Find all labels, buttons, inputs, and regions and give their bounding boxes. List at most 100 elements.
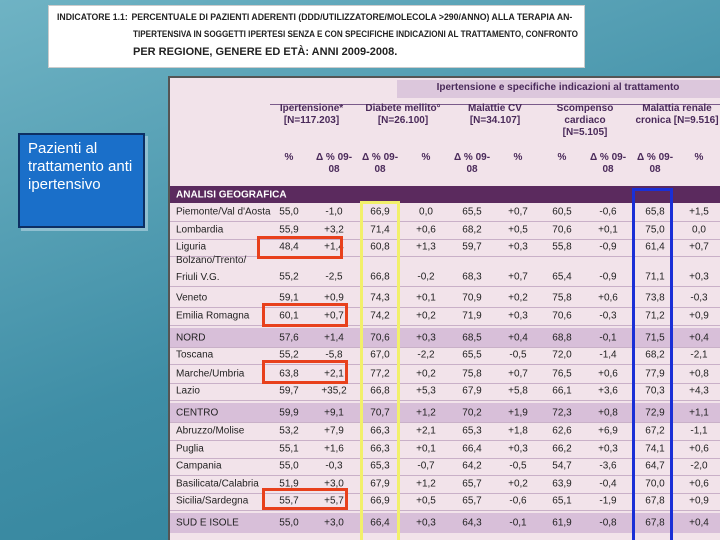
title-text: PERCENTUALE DI PAZIENTI ADERENTI (DDD/UT…: [131, 12, 573, 23]
highlight-yellow: [360, 201, 400, 540]
table-cell: 65,7: [462, 495, 482, 507]
table-cell: -2,1: [690, 349, 708, 361]
row-rule: [170, 307, 720, 308]
table-cell: 55,0: [279, 517, 299, 529]
table-cell: 55,2: [279, 271, 299, 283]
table-cell: +0,4: [689, 332, 709, 344]
table-cell: 77,2: [370, 368, 390, 380]
table-cell: +0,3: [416, 517, 436, 529]
table-cell: +0,6: [689, 478, 709, 490]
table-cell: +1,5: [689, 206, 709, 218]
table-cell: -1,1: [690, 425, 708, 437]
table-cell: +0,9: [324, 292, 344, 304]
row-label: Bolzano/Trento/ Friuli V.G.: [176, 255, 247, 283]
row-label: Toscana: [176, 349, 214, 361]
table-cell: 74,2: [370, 310, 390, 322]
column-header: Ipertensione* [N=117.203]: [279, 103, 344, 126]
table-cell: 68,2: [462, 224, 482, 236]
table-cell: -0,5: [509, 349, 527, 361]
table-cell: 61,9: [552, 517, 572, 529]
table-cell: 59,1: [279, 292, 299, 304]
table-cell: +3,0: [324, 478, 344, 490]
row-rule: [170, 493, 720, 494]
title-line: INDICATORE 1.1: PERCENTUALE DI PAZIENTI A…: [57, 12, 572, 23]
table-cell: +7,9: [324, 425, 344, 437]
table-cell: 70,7: [370, 407, 390, 419]
table-cell: 60,1: [279, 310, 299, 322]
header-rule: [270, 104, 720, 105]
table-cell: 67,8: [645, 495, 665, 507]
row-label: Emilia Romagna: [176, 310, 250, 322]
table-cell: 70,6: [552, 224, 572, 236]
table-cell: +0,6: [598, 368, 618, 380]
column-subheader: %: [284, 152, 294, 163]
table-cell: 51,9: [279, 478, 299, 490]
table-cell: 67,2: [645, 425, 665, 437]
table-cell: 68,2: [645, 349, 665, 361]
table-cell: 57,6: [279, 332, 299, 344]
column-subheader: Δ % 09-08: [361, 152, 399, 175]
title-label: INDICATORE 1.1:: [57, 12, 128, 23]
table-cell: +0,6: [416, 224, 436, 236]
table-cell: 75,8: [462, 368, 482, 380]
table-cell: -2,5: [325, 271, 343, 283]
table-cell: 55,0: [279, 460, 299, 472]
table-cell: 66,8: [370, 271, 390, 283]
column-subheader: %: [421, 152, 431, 163]
table-cell: -0,1: [599, 332, 617, 344]
column-subheader: %: [694, 152, 704, 163]
row-label: Basilicata/Calabria: [176, 478, 259, 490]
column-header: Malattia renale cronica [N=9.516]: [635, 103, 719, 126]
table-cell: -0,2: [417, 271, 435, 283]
table-cell: 65,8: [645, 206, 665, 218]
table-cell: 73,8: [645, 292, 665, 304]
table-cell: 65,5: [462, 349, 482, 361]
title-box: INDICATORE 1.1: PERCENTUALE DI PAZIENTI A…: [48, 5, 585, 68]
section-bar: [170, 186, 720, 203]
row-rule: [170, 510, 720, 511]
table-cell: 67,9: [370, 478, 390, 490]
row-rule: [170, 239, 720, 240]
table-cell: +5,3: [416, 385, 436, 397]
table-cell: 63,9: [552, 478, 572, 490]
table-cell: +0,8: [689, 368, 709, 380]
table-cell: 72,3: [552, 407, 572, 419]
summary-row-bg: [170, 328, 720, 348]
row-rule: [170, 400, 720, 401]
highlight-red: [257, 236, 343, 259]
table-cell: 71,4: [370, 224, 390, 236]
column-header: Malattie CV [N=34.107]: [468, 103, 522, 126]
row-rule: [170, 256, 720, 257]
table-cell: +1,4: [324, 332, 344, 344]
table-cell: 70,2: [462, 407, 482, 419]
table-cell: 60,5: [552, 206, 572, 218]
table-cell: 0,0: [419, 206, 433, 218]
table-cell: +1,6: [324, 443, 344, 455]
table-cell: 59,7: [279, 385, 299, 397]
table-cell: +0,7: [508, 206, 528, 218]
highlight-red: [262, 303, 348, 327]
table-cell: +0,5: [508, 224, 528, 236]
column-subheader: %: [557, 152, 567, 163]
table-cell: 64,2: [462, 460, 482, 472]
table-cell: +0,1: [416, 292, 436, 304]
table-cell: 71,2: [645, 310, 665, 322]
table-cell: 59,7: [462, 241, 482, 253]
row-rule: [170, 347, 720, 348]
column-subheader: Δ % 09-08: [589, 152, 627, 175]
row-label: Piemonte/Val d'Aosta: [176, 206, 271, 218]
table-cell: +0,2: [416, 368, 436, 380]
table-cell: 48,4: [279, 241, 299, 253]
column-header: Scompenso cardiaco [N=5.105]: [556, 103, 614, 138]
table-cell: 66,2: [552, 443, 572, 455]
table-cell: +3,6: [598, 385, 618, 397]
table-cell: +0,3: [416, 332, 436, 344]
table-cell: +0,9: [689, 310, 709, 322]
table-cell: -2,0: [690, 460, 708, 472]
table-cell: +0,3: [508, 241, 528, 253]
table-cell: +0,3: [508, 310, 528, 322]
table-cell: +0,7: [689, 241, 709, 253]
table-cell: 66,9: [370, 495, 390, 507]
side-label: Pazienti al trattamento anti ipertensivo: [18, 133, 145, 228]
